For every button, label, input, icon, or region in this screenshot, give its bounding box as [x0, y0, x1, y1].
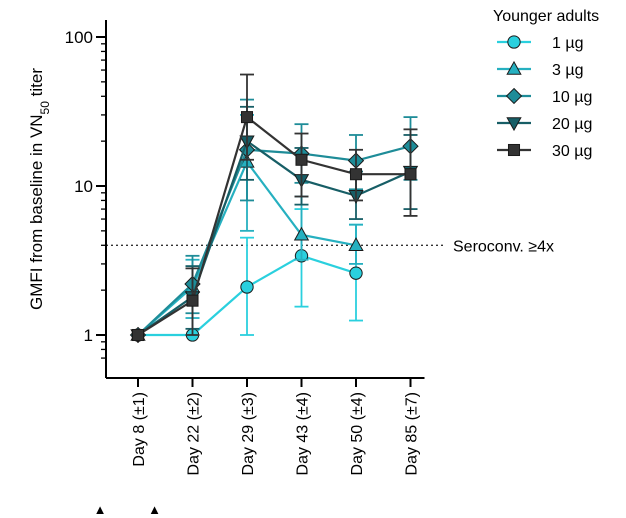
series-line	[137, 115, 411, 336]
series-line	[137, 139, 411, 336]
legend-title: Younger adults	[493, 8, 599, 25]
y-tick-label: 1	[84, 326, 93, 345]
x-tick-label: Day 50 (±4)	[349, 392, 366, 475]
ticks: 1 10 100 Day 8 (±1) Day 22 (±2) Day 29 (±3) Da…	[65, 28, 421, 517]
data-point	[404, 168, 417, 181]
x-tick-label: Day 85 (±7)	[404, 392, 421, 475]
legend-marker	[505, 87, 523, 105]
series-5	[131, 73, 418, 342]
series-line	[137, 145, 411, 336]
data-point	[240, 111, 254, 124]
axes: GMFI from baseline in VN50 titer	[27, 20, 425, 379]
data-point	[348, 237, 364, 251]
legend-marker	[506, 117, 522, 132]
y-tick-label: 100	[65, 28, 93, 47]
legend-marker	[507, 35, 521, 49]
data-point	[131, 328, 145, 342]
y-tick-label: 10	[74, 177, 93, 196]
legend: Younger adults 1 µg 3 µg 10 µg 20 µg 30 µg	[493, 8, 599, 160]
data-point	[240, 280, 254, 294]
x-tick-label: Day 43 (±4)	[295, 392, 312, 475]
x-tick-label: Day 8 (±1)	[131, 392, 148, 467]
reference-layer: Seroconv. ≥4x	[106, 238, 554, 255]
legend-marker	[506, 60, 522, 75]
series	[129, 73, 419, 344]
data-point	[295, 153, 308, 166]
y-axis-title: GMFI from baseline in VN50 titer	[27, 68, 52, 310]
y-axis-title-subscript: 50	[38, 101, 52, 115]
data-point	[349, 266, 363, 280]
series-4	[130, 105, 419, 344]
legend-label: 20 µg	[552, 116, 592, 133]
y-axis-title-tail: titer	[27, 68, 46, 101]
series-3	[129, 98, 419, 344]
legend-marker	[507, 143, 521, 157]
seroconversion-label: Seroconv. ≥4x	[453, 238, 554, 255]
legend-label: 1 µg	[552, 35, 583, 52]
data-point	[186, 294, 199, 307]
vaccination-marker: ▲	[148, 502, 161, 517]
vaccination-marker: ▲	[94, 502, 107, 517]
y-axis-title-main: GMFI from baseline in VN	[27, 114, 46, 310]
legend-label: 10 µg	[552, 89, 592, 106]
legend-label: 30 µg	[552, 143, 592, 160]
data-point	[293, 226, 310, 241]
data-point	[349, 168, 363, 181]
x-tick-label: Day 29 (±3)	[240, 392, 257, 475]
x-tick-label: Day 22 (±2)	[186, 392, 203, 475]
legend-label: 3 µg	[552, 62, 583, 79]
